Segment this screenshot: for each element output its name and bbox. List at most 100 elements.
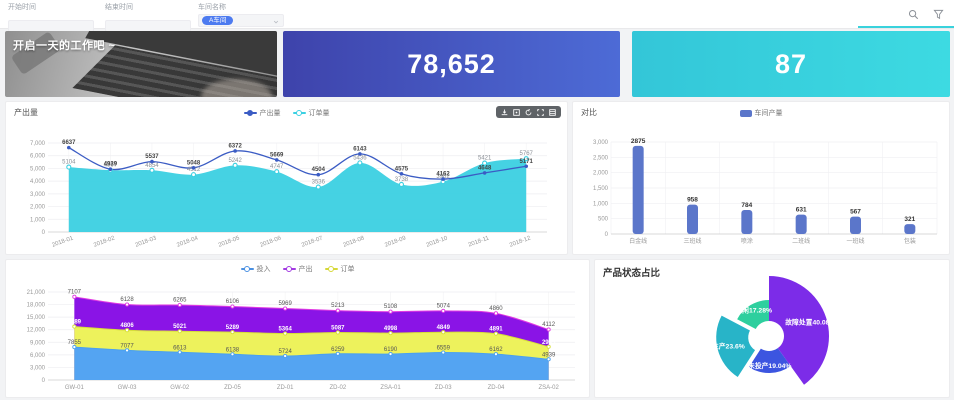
stack-point[interactable] [546,327,551,332]
output-point[interactable] [191,166,196,170]
order-point[interactable] [190,172,197,178]
order-area[interactable] [68,158,527,232]
data-label: 4939 [542,352,556,358]
bar[interactable] [741,209,753,234]
stack-point[interactable] [388,352,393,357]
output-chart-legend: 产出量 订单量 [6,108,567,118]
stack-point[interactable] [546,357,551,362]
legend-item-投入[interactable]: 投入 [240,264,271,274]
pie-label: 生产23.6% [712,342,745,351]
stack-point[interactable] [72,324,77,329]
toolbox-download-icon[interactable] [501,108,508,116]
stack-point[interactable] [72,294,77,299]
toolbox-fullscreen-icon[interactable] [537,108,544,116]
output-point[interactable] [441,177,445,181]
data-label: 4512 [187,167,201,173]
stack-point[interactable] [125,348,130,353]
order-point[interactable] [66,164,72,170]
stack-point[interactable] [493,311,499,316]
pie-slice-故障处置[interactable] [769,276,829,385]
stack-point[interactable] [283,331,288,336]
stack-point[interactable] [230,352,235,357]
order-point[interactable] [523,156,529,162]
legend-item-订单量[interactable]: 订单量 [292,108,330,118]
output-point[interactable] [358,152,362,156]
stack-point[interactable] [335,330,340,335]
order-point[interactable] [357,160,363,166]
stack-point[interactable] [388,309,393,314]
bar[interactable] [850,216,861,234]
output-point[interactable] [399,172,404,176]
axis-label: 9,000 [30,340,46,346]
stack-point[interactable] [441,330,446,335]
data-label: 5969 [278,301,292,307]
stack-point[interactable] [283,353,288,359]
stack-point[interactable] [177,329,182,334]
toolbox-save-image-icon[interactable] [513,108,520,116]
io-stack-area-chart[interactable]: 0 3,000 6,000 9,000 12,000 15,000 18,000 21,000… [10,280,587,395]
workshop-select[interactable]: A车间 [198,14,284,27]
bar-value-label: 958 [687,197,698,204]
output-point[interactable] [108,167,113,172]
order-point[interactable] [274,169,280,175]
order-point[interactable] [232,162,238,168]
bar[interactable] [687,204,698,234]
output-point[interactable] [66,145,71,150]
output-line-chart[interactable]: 0 1,000 2,000 3,000 4,000 5,000 6,000 7,000 2018… [14,130,561,252]
data-label: 6372 [228,143,242,149]
stack-point[interactable] [493,352,499,357]
pie-slice-空闲[interactable] [737,300,769,330]
legend-item-订单[interactable]: 订单 [324,264,355,274]
data-label: 4162 [436,172,450,178]
legend-item-产出量[interactable]: 产出量 [243,108,281,118]
output-point[interactable] [150,159,154,164]
stack-point[interactable] [388,331,393,336]
bar[interactable] [632,145,644,234]
output-point[interactable] [274,158,279,162]
stack-point[interactable] [441,308,446,313]
legend-item-车间产量[interactable]: 车间产量 [739,108,783,118]
stack-point[interactable] [125,302,130,307]
stack-point[interactable] [546,344,551,349]
axis-label: 2018-03 [135,235,158,248]
data-label: 5087 [331,325,345,331]
stack-point[interactable] [493,331,499,336]
stack-point[interactable] [335,351,340,356]
filter-icon[interactable] [933,9,944,20]
stack-point[interactable] [441,350,446,355]
kpi-total-output-value: 78,652 [407,48,496,79]
order-point[interactable] [482,160,488,166]
legend-item-产出[interactable]: 产出 [282,264,313,274]
stack-point[interactable] [230,330,235,335]
stack-point[interactable] [335,308,340,313]
bar[interactable] [904,224,916,234]
end-time-input[interactable] [105,19,191,32]
pie-slice-生产[interactable] [716,315,756,378]
output-line[interactable] [68,147,527,180]
output-point[interactable] [482,171,487,175]
start-time-input[interactable] [8,19,94,32]
status-rose-pie-chart[interactable]: 故障处置40.08% 未投产19.04% 生产23.6% 空闲17.28% [595,260,949,397]
stack-point[interactable] [125,328,130,333]
stack-point[interactable] [177,350,182,355]
output-point[interactable] [316,172,321,177]
stack-point[interactable] [72,345,77,350]
input-band[interactable] [74,347,549,380]
stack-point[interactable] [177,302,182,308]
data-label: 4747 [270,164,284,170]
bar[interactable] [795,214,807,234]
search-icon[interactable] [908,9,919,20]
toolbox-restore-icon[interactable] [525,108,532,116]
stack-point[interactable] [230,304,235,309]
order-point[interactable] [398,181,405,188]
toolbox-dataview-icon[interactable] [549,108,556,116]
stack-point[interactable] [283,306,288,311]
legend-label: 产出量 [259,110,281,117]
pie-slice-未投产[interactable] [748,348,791,373]
output-point[interactable] [524,164,529,169]
compare-bar-chart[interactable]: 0 500 1,000 1,500 2,000 2,500 3,000 2875 白金线 958 三… [579,128,945,252]
output-point[interactable] [233,149,237,153]
order-point[interactable] [315,184,321,190]
order-point[interactable] [149,167,155,173]
workshop-selected-tag[interactable]: A车间 [202,16,234,25]
